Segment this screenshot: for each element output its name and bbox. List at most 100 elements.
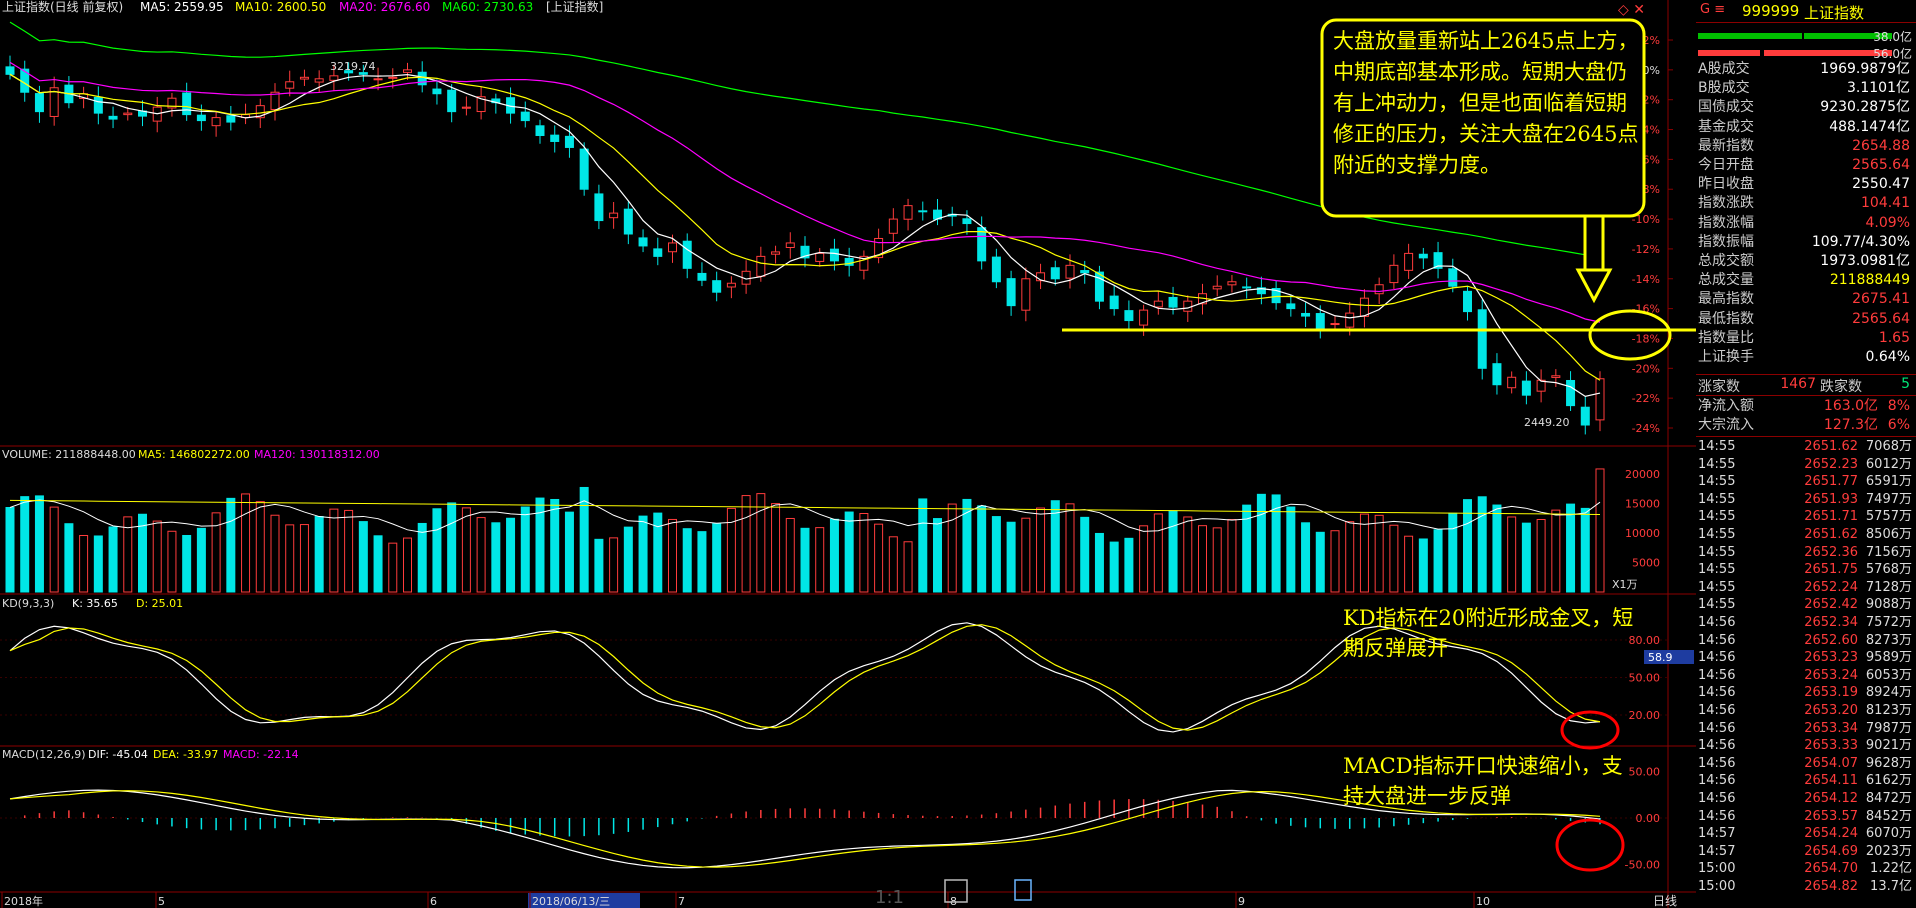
candle [1050,267,1060,280]
stat-label: B股成交 [1698,80,1750,97]
stat-label: 上证换手 [1698,349,1754,365]
tick-row: 14:56 2652.60 8273万 [1696,632,1916,650]
macd-annotation-text: MACD指标开口快速缩小，支持大盘进一步反弹 [1343,754,1623,808]
tick-price: 2652.42 [1804,597,1858,613]
stat-row: 上证换手 0.64% [1696,348,1916,367]
volume-bar [1227,519,1237,593]
stat-label: A股成交 [1698,61,1750,77]
chart-area[interactable]: 2%0%-2%-4%-6%-8%-10%-12%-14%-16%-18%-20%… [0,0,1696,908]
volume-bar [668,518,677,593]
candle [1492,363,1502,386]
volume-bar [520,506,530,593]
crosshair-icon[interactable] [944,879,968,903]
tick-time: 14:56 [1698,720,1736,736]
candle [564,135,574,148]
index-tag: [上证指数] [546,0,603,14]
volume-bar [844,511,854,593]
zoom-level[interactable]: 1:1 [875,887,904,908]
macd-dea: DEA: -33.97 [153,748,218,761]
volume-bar [432,508,442,593]
volume-bar [579,486,589,593]
candle [1153,300,1163,308]
candle [1359,297,1369,317]
tick-volume: 7156万 [1865,544,1912,560]
x-label: 9 [1238,895,1245,908]
volume-bar [785,517,795,593]
candle [270,91,280,110]
updown-row: 涨家数 1467 跌家数 5 [1696,374,1916,396]
volume-tick: 15000 [1625,497,1660,510]
candle [344,70,354,74]
candle [1256,287,1266,295]
stat-label: 总成交量 [1698,272,1754,289]
period-label[interactable]: 日线 [1653,894,1677,908]
cursor-tool-icon[interactable] [1014,879,1032,901]
stat-label: 最低指数 [1698,310,1754,327]
volume-bar [771,503,781,593]
candle [653,248,663,257]
volume-bar [5,507,15,593]
stat-row: 指数涨跌 104.41 [1696,194,1916,213]
tick-divider [1696,436,1916,437]
volume-bar [1359,513,1369,593]
candle [579,148,589,190]
kd-tick: 80.00 [1629,634,1661,647]
window-controls[interactable]: ◇ ✕ [1618,2,1645,18]
candle [1345,312,1355,328]
volume-unit: X1万 [1612,578,1638,591]
volume-bar [34,495,44,593]
volume-bar [461,507,471,593]
stat-value: 2654.88 [1852,137,1910,154]
volume-bar [1448,512,1458,593]
stat-row: B股成交 3.1101亿 [1696,79,1916,98]
tick-time: 14:57 [1698,843,1736,859]
candle [1286,303,1296,310]
volume-bar [1536,518,1546,593]
breakout-ellipse [1588,309,1672,361]
candle [1006,278,1016,307]
candle [888,218,898,234]
volume-bar [79,535,89,593]
stat-label: 指数涨幅 [1698,214,1754,231]
candle [1477,309,1487,369]
candle [358,72,368,75]
candle [977,227,987,262]
tick-time: 14:55 [1698,579,1736,595]
tick-price: 2654.12 [1804,791,1858,806]
volume-bar [196,527,206,593]
volume-bar [1198,525,1207,593]
stat-row: 基金成交 488.1474亿 [1696,118,1916,137]
stat-row: 今日开盘 2565.64 [1696,156,1916,175]
candle [918,210,928,213]
candle [285,81,295,89]
stat-value: 2565.64 [1852,157,1910,173]
stat-row: 总成交量 211888449 [1696,271,1916,290]
candle [903,205,913,220]
stock-name: 上证指数 [1804,4,1865,22]
down-count-label: 跌家数 [1820,379,1862,395]
menu-icon[interactable]: G ≡ [1700,2,1726,17]
k-line [9,622,1601,733]
pct-label: -12% [1632,243,1660,256]
candle [461,106,471,109]
volume-bar [888,536,898,593]
tick-time: 14:56 [1698,738,1736,754]
volume-bar [1183,516,1193,593]
candle [1404,252,1414,271]
volume-bar [1006,521,1016,593]
candle [167,97,177,109]
volume-bar [1566,503,1576,593]
tick-time: 14:55 [1698,562,1736,578]
candle [535,125,545,137]
kd-title: KD(9,3,3) [2,597,54,610]
candle [314,78,324,83]
candle [388,76,398,79]
candle [962,218,972,225]
low-price-label: 2449.20 [1524,416,1570,429]
tick-row: 14:55 2651.62 8506万 [1696,526,1916,544]
volume-bar [476,517,486,593]
breadth-bar-red [1698,50,1760,56]
volume-bar [564,511,574,593]
volume-bar [550,498,560,593]
candle [1389,264,1399,284]
